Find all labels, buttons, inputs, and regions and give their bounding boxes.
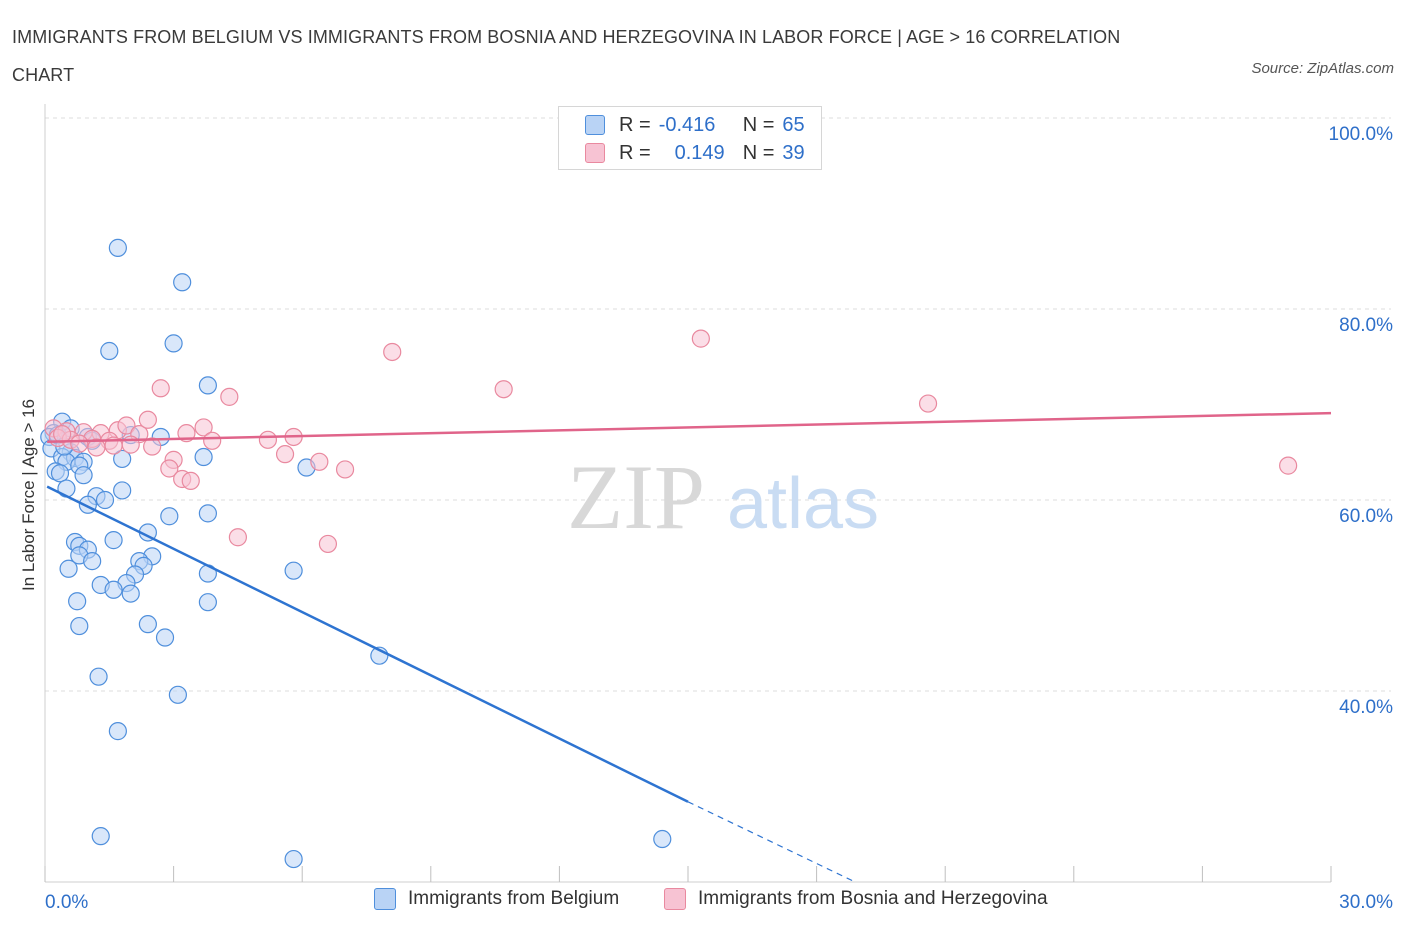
- belgium-point: [168, 685, 187, 704]
- data-points: [40, 238, 1298, 869]
- bosnia-point: [275, 445, 295, 464]
- legend-r-value: 0.149: [674, 141, 725, 164]
- bosnia-point: [318, 534, 338, 554]
- legend-row-bosnia: R = 0.149 N = 39: [585, 140, 805, 166]
- legend-n-label: N =: [742, 141, 775, 164]
- series-legend-bosnia[interactable]: Immigrants from Bosnia and Herzegovina: [664, 888, 1048, 910]
- series-legend: Immigrants from Belgium Immigrants from …: [0, 888, 1406, 916]
- belgium-point: [198, 376, 217, 395]
- belgium-point: [68, 592, 87, 611]
- belgium-point: [173, 273, 192, 292]
- legend-swatch-pink: [585, 143, 605, 163]
- x-tick-label-max: 30.0%: [1339, 892, 1393, 913]
- belgium-point: [198, 504, 217, 523]
- bosnia-point: [691, 329, 710, 348]
- belgium-point: [164, 334, 183, 353]
- watermark: ZIP atlas: [567, 446, 879, 548]
- belgium-point: [653, 829, 672, 849]
- series-swatch-blue: [374, 888, 396, 910]
- belgium-point: [83, 552, 102, 571]
- belgium-point: [113, 481, 132, 500]
- belgium-point: [113, 449, 132, 469]
- bosnia-point: [228, 528, 247, 547]
- belgium-point: [284, 849, 303, 869]
- belgium-point: [89, 667, 108, 686]
- bosnia-point: [160, 459, 179, 478]
- belgium-trend-extension: [687, 801, 856, 883]
- belgium-trend-line: [46, 485, 689, 803]
- belgium-point: [194, 447, 213, 467]
- trend-lines: [46, 411, 1332, 883]
- bosnia-point: [117, 416, 136, 435]
- bosnia-point: [310, 452, 329, 471]
- y-tick-label-80: 80.0%: [1339, 315, 1393, 336]
- series-name-belgium: Immigrants from Belgium: [408, 888, 620, 909]
- y-tick-label-100: 100.0%: [1329, 124, 1394, 145]
- y-tick-label-40: 40.0%: [1339, 697, 1393, 718]
- legend-r-label: R =: [619, 141, 651, 164]
- correlation-legend: R = -0.416 N = 65 R = 0.149 N = 39: [558, 106, 822, 170]
- grid-lines: [45, 117, 1391, 692]
- bosnia-point: [143, 437, 162, 456]
- watermark-zip: ZIP: [567, 446, 705, 548]
- belgium-point: [59, 559, 78, 578]
- series-swatch-pink: [664, 888, 686, 910]
- y-tick-label-60: 60.0%: [1339, 506, 1393, 527]
- axes: [44, 104, 1332, 883]
- bosnia-point: [258, 430, 278, 449]
- bosnia-point: [918, 394, 938, 413]
- legend-row-belgium: R = -0.416 N = 65: [585, 112, 805, 138]
- source-credit: Source: ZipAtlas.com: [1251, 60, 1394, 77]
- bosnia-point: [335, 460, 355, 479]
- bosnia-point: [494, 380, 513, 399]
- bosnia-point: [1279, 456, 1298, 475]
- legend-r-label: R =: [619, 113, 651, 136]
- bosnia-point: [383, 342, 402, 362]
- belgium-point: [198, 593, 217, 612]
- belgium-point: [160, 507, 179, 526]
- belgium-point: [91, 827, 110, 846]
- belgium-point: [108, 722, 127, 741]
- bosnia-point: [203, 431, 222, 450]
- bosnia-trend-line: [47, 411, 1332, 443]
- series-legend-belgium[interactable]: Immigrants from Belgium: [374, 888, 619, 910]
- bosnia-point: [138, 410, 157, 429]
- watermark-atlas: atlas: [727, 464, 879, 544]
- bosnia-point: [70, 434, 89, 453]
- x-tick-label-min: 0.0%: [45, 892, 88, 913]
- belgium-point: [100, 341, 119, 361]
- belgium-point: [155, 628, 175, 647]
- belgium-point: [121, 584, 140, 603]
- belgium-point: [104, 580, 123, 599]
- series-name-bosnia: Immigrants from Bosnia and Herzegovina: [698, 888, 1048, 909]
- belgium-point: [108, 238, 127, 257]
- bosnia-point: [181, 471, 200, 490]
- legend-swatch-blue: [585, 115, 605, 135]
- tick-labels: 40.0% 60.0% 80.0% 100.0% 0.0% 30.0%: [45, 124, 1393, 913]
- bosnia-point: [194, 418, 213, 437]
- y-axis-label: In Labor Force | Age > 16: [19, 399, 38, 591]
- bosnia-point: [151, 379, 170, 398]
- belgium-point: [284, 561, 303, 580]
- belgium-point: [74, 466, 93, 485]
- bosnia-point: [220, 387, 239, 406]
- legend-n-label: N =: [742, 113, 775, 136]
- chart-title: IMMIGRANTS FROM BELGIUM VS IMMIGRANTS FR…: [12, 27, 1121, 85]
- belgium-point: [138, 615, 157, 634]
- legend-r-value: -0.416: [658, 113, 716, 136]
- belgium-point: [50, 464, 70, 483]
- belgium-point: [104, 531, 123, 550]
- legend-n-value: 65: [782, 113, 805, 136]
- belgium-point: [70, 616, 89, 636]
- belgium-point: [95, 490, 115, 510]
- legend-n-value: 39: [782, 141, 805, 164]
